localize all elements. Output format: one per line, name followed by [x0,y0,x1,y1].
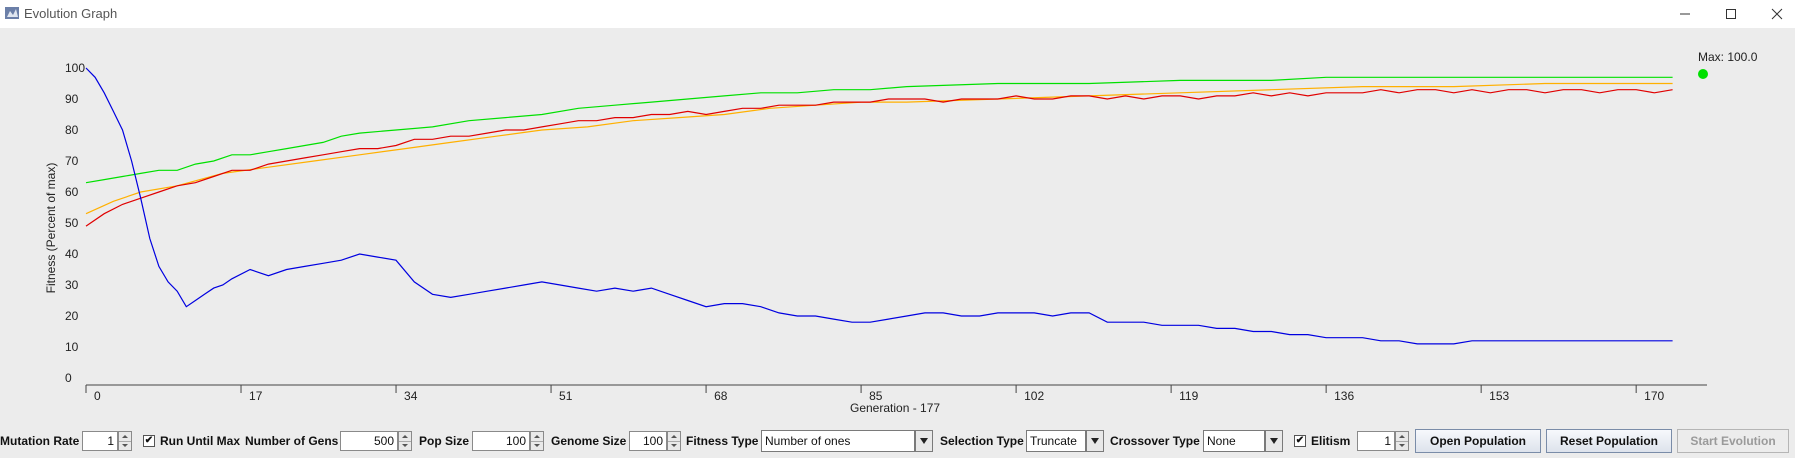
genome-size-label: Genome Size [551,434,627,448]
spin-down-icon[interactable] [668,441,680,450]
x-tick-label: 153 [1489,389,1509,403]
spin-up-icon[interactable] [1396,432,1408,442]
y-tick-label: 90 [65,92,79,106]
y-tick-label: 30 [65,278,79,292]
y-tick-label: 80 [65,123,79,137]
y-tick-label: 70 [65,154,79,168]
y-tick-label: 40 [65,247,79,261]
y-axis-title: Fitness (Percent of max) [44,163,58,294]
spin-up-icon[interactable] [119,432,131,442]
maximize-icon [1726,9,1736,19]
num-gens-label: Number of Gens [245,434,339,448]
y-tick-label: 10 [65,340,79,354]
selection-type-select[interactable]: Truncate [1026,430,1086,452]
pop-size-input[interactable]: 100 [472,431,530,451]
elitism-spinner[interactable] [1395,431,1409,451]
mutation-rate-input[interactable]: 1 [82,431,118,451]
x-tick-label: 17 [249,389,263,403]
selection-type-label: Selection Type [940,434,1024,448]
spin-down-icon[interactable] [1396,441,1408,450]
x-tick-label: 119 [1179,389,1198,403]
fitness-type-select[interactable]: Number of ones [761,430,915,452]
x-tick-label: 51 [559,389,573,403]
pop-size-spinner[interactable] [530,431,544,451]
num-gens-input[interactable]: 500 [340,431,398,451]
title-bar: Evolution Graph [0,0,1795,28]
reset-population-button[interactable]: Reset Population [1546,429,1672,453]
spin-down-icon[interactable] [531,441,543,450]
crossover-type-label: Crossover Type [1110,434,1200,448]
x-axis-title: Generation - 177 [850,401,940,415]
x-tick-label: 85 [869,389,883,403]
genome-size-input[interactable]: 100 [629,431,667,451]
crossover-type-select[interactable]: None [1203,430,1265,452]
num-gens-spinner[interactable] [398,431,412,451]
java-app-icon [5,7,19,19]
y-tick-label: 100 [65,61,85,75]
x-tick-label: 136 [1334,389,1354,403]
maximize-button[interactable] [1708,0,1754,28]
series-line-1 [85,76,1673,184]
open-population-button[interactable]: Open Population [1415,429,1541,453]
chevron-down-icon[interactable] [915,430,933,452]
start-evolution-button[interactable]: Start Evolution [1677,429,1789,453]
control-bar: Mutation Rate 1 ✔ Run Until Max Number o… [0,429,1795,455]
series-line-3 [85,89,1673,227]
run-until-max-label: Run Until Max [160,434,240,448]
y-tick-label: 60 [65,185,79,199]
x-tick-label: 0 [94,389,101,403]
spin-down-icon[interactable] [119,441,131,450]
max-annotation-label: Max: 100.0 [1698,50,1758,64]
y-tick-label: 50 [65,216,79,230]
spin-up-icon[interactable] [668,432,680,442]
mutation-rate-label: Mutation Rate [0,434,80,448]
chevron-down-icon[interactable] [1086,430,1104,452]
spin-up-icon[interactable] [399,432,411,442]
minimize-button[interactable] [1662,0,1708,28]
genome-size-spinner[interactable] [667,431,681,451]
run-until-max-checkbox[interactable]: ✔ [143,435,155,447]
spin-down-icon[interactable] [399,441,411,450]
y-tick-label: 20 [65,309,79,323]
close-button[interactable] [1754,0,1795,28]
x-tick-label: 170 [1644,389,1664,403]
elitism-checkbox[interactable]: ✔ [1294,435,1306,447]
minimize-icon [1680,13,1690,15]
x-tick-label: 34 [404,389,418,403]
elitism-input[interactable]: 1 [1357,431,1395,451]
window-title: Evolution Graph [24,6,118,21]
max-marker [1698,69,1708,79]
elitism-label: Elitism [1311,434,1351,448]
close-icon [1771,8,1783,20]
series-line-2 [85,82,1673,215]
x-tick-label: 68 [714,389,728,403]
x-tick-label: 102 [1024,389,1044,403]
evolution-chart: 0 17 34 51 68 85 102 119 136 153 170 0 10 20 30 40 50 60 7… [44,50,1758,415]
mutation-rate-spinner[interactable] [118,431,132,451]
pop-size-label: Pop Size [419,434,470,448]
series-line-4 [85,67,1673,345]
spin-up-icon[interactable] [531,432,543,442]
chevron-down-icon[interactable] [1265,430,1283,452]
fitness-type-label: Fitness Type [686,434,759,448]
y-tick-label: 0 [65,371,72,385]
